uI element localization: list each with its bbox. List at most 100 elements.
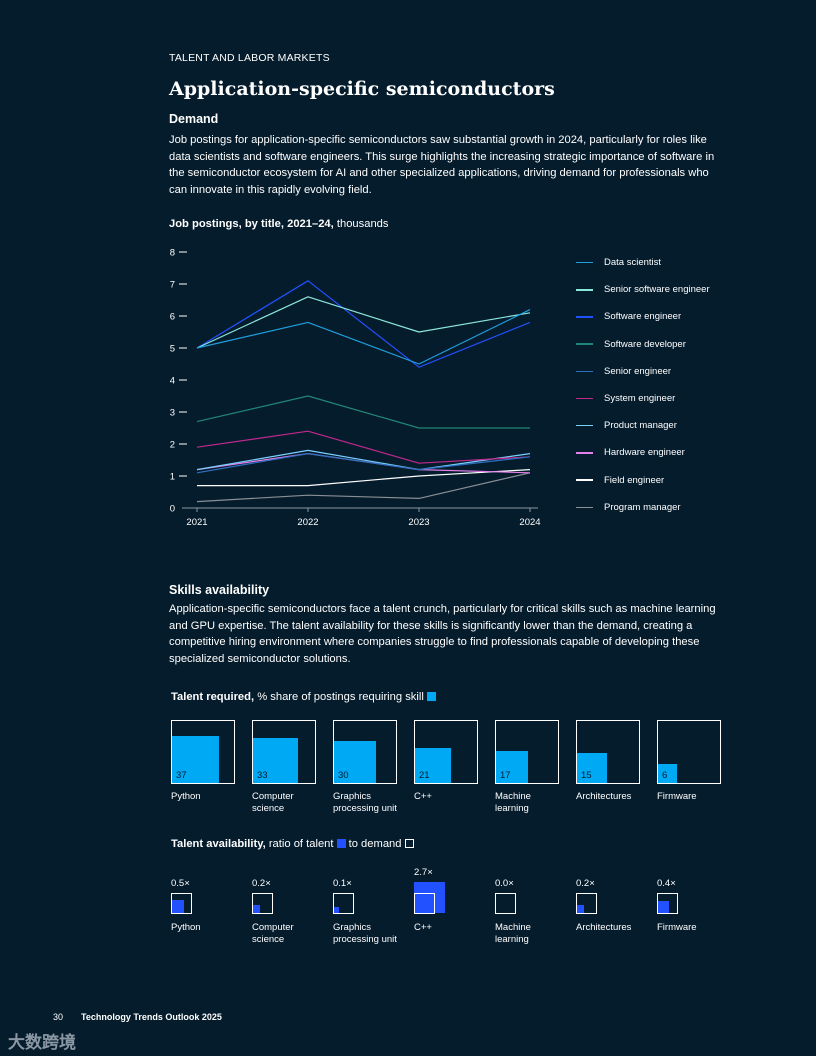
legend-label: Field engineer bbox=[604, 474, 665, 486]
talent-availability-square bbox=[657, 900, 670, 913]
talent-required-bar bbox=[172, 735, 220, 783]
talent-required-label: Graphics processing unit bbox=[333, 791, 397, 814]
legend-swatch bbox=[576, 289, 593, 291]
talent-availability-ratio: 2.7× bbox=[414, 866, 433, 878]
talent-availability-label: Python bbox=[171, 922, 201, 933]
talent-required-label: Firmware bbox=[657, 791, 697, 802]
legend-label: Data scientist bbox=[604, 257, 662, 269]
legend-swatch bbox=[576, 370, 593, 373]
legend-label: Senior engineer bbox=[604, 365, 672, 377]
talent-availability-item-firmware: 0.4× Firmware bbox=[657, 862, 732, 952]
talent-availability-item-computer-science: 0.2× Computer science bbox=[252, 862, 327, 952]
talent-required-item-python: 37 Python bbox=[171, 720, 241, 803]
job-chart-title-unit: thousands bbox=[333, 218, 389, 230]
talent-required-label: Architectures bbox=[576, 791, 632, 802]
x-tick-label: 2023 bbox=[408, 517, 429, 528]
talent-availability-label: Computer science bbox=[252, 922, 294, 945]
demand-legend-square bbox=[404, 839, 414, 848]
talent-availability-title-bold: Talent availability, bbox=[171, 838, 266, 850]
legend-item-field-engineer: Field engineer bbox=[576, 467, 776, 494]
talent-availability-square bbox=[414, 881, 446, 913]
legend-item-software-engineer: Software engineer bbox=[576, 303, 776, 330]
talent-availability-label: Graphics processing unit bbox=[333, 922, 397, 945]
talent-availability-title-end: to demand bbox=[345, 838, 402, 850]
talent-required-value: 17 bbox=[500, 770, 511, 781]
demand-square bbox=[414, 893, 435, 914]
legend-label: Senior software engineer bbox=[604, 284, 710, 296]
job-postings-line-chart: 0 1 2 3 4 5 6 7 8 2021 2022 2023 2024 bbox=[170, 248, 541, 529]
talent-required-value: 30 bbox=[338, 770, 349, 781]
talent-availability-ratio: 0.5× bbox=[171, 878, 190, 889]
job-chart-title-bold: Job postings, by title, 2021–24, bbox=[169, 218, 334, 230]
talent-required-value: 6 bbox=[662, 770, 668, 781]
series-line-product-manager bbox=[196, 449, 531, 471]
x-tick-label: 2024 bbox=[519, 517, 540, 528]
talent-required-label: C++ bbox=[414, 791, 432, 802]
talent-required-box: 30 bbox=[333, 720, 397, 784]
talent-availability-ratio: 0.2× bbox=[252, 878, 271, 889]
talent-availability-title-mid: ratio of talent bbox=[265, 838, 334, 850]
talent-availability-label: Architectures bbox=[576, 922, 632, 933]
y-tick-label: 4 bbox=[170, 376, 175, 387]
demand-square bbox=[576, 893, 597, 914]
chart-axes: 0 1 2 3 4 5 6 7 8 2021 2022 2023 2024 bbox=[170, 248, 541, 529]
chart-legend: Data scientist Senior software engineer So… bbox=[576, 249, 776, 521]
legend-item-program-manager: Program manager bbox=[576, 494, 776, 521]
legend-label: Software developer bbox=[604, 338, 686, 350]
legend-swatch bbox=[576, 343, 593, 345]
chart-series-group bbox=[196, 280, 531, 503]
talent-availability-item-architectures: 0.2× Architectures bbox=[576, 862, 651, 952]
legend-item-system-engineer: System engineer bbox=[576, 385, 776, 412]
series-line-data-scientist bbox=[196, 309, 531, 365]
talent-required-label: Python bbox=[171, 791, 201, 802]
series-line-software-engineer bbox=[196, 280, 531, 368]
talent-availability-ratio: 0.1× bbox=[333, 878, 352, 889]
talent-availability-label: Machine learning bbox=[495, 922, 531, 945]
talent-availability-ratio: 0.4× bbox=[657, 878, 676, 889]
legend-swatch bbox=[576, 452, 593, 454]
talent-availability-item-graphics-processing-unit: 0.1× Graphics processing unit bbox=[333, 862, 408, 952]
talent-availability-item-machine-learning: 0.0× Machine learning bbox=[495, 862, 570, 952]
demand-square bbox=[252, 893, 273, 914]
demand-square bbox=[495, 893, 516, 914]
watermark-logo: 大数跨境 bbox=[8, 1033, 76, 1052]
legend-swatch bbox=[576, 506, 593, 509]
talent-required-item-firmware: 6 Firmware bbox=[657, 720, 727, 803]
legend-label: Hardware engineer bbox=[604, 447, 685, 459]
x-tick-label: 2021 bbox=[186, 517, 207, 528]
publication-title: Technology Trends Outlook 2025 bbox=[81, 1012, 222, 1022]
legend-swatch bbox=[576, 424, 593, 427]
talent-required-bar bbox=[253, 738, 298, 783]
demand-square bbox=[333, 893, 354, 914]
talent-required-bar bbox=[496, 751, 528, 783]
talent-required-title-unit: % share of postings requiring skill bbox=[254, 691, 424, 703]
series-line-system-engineer bbox=[196, 430, 531, 464]
talent-legend-square bbox=[336, 839, 346, 848]
series-line-software-developer bbox=[196, 395, 530, 429]
y-tick-label: 8 bbox=[170, 248, 175, 259]
legend-item-hardware-engineer: Hardware engineer bbox=[576, 439, 776, 466]
legend-swatch bbox=[576, 397, 593, 400]
talent-required-bar bbox=[658, 764, 677, 783]
legend-label: System engineer bbox=[604, 393, 676, 405]
legend-item-software-developer: Software developer bbox=[576, 331, 776, 358]
y-tick-label: 0 bbox=[170, 504, 175, 515]
talent-required-title: Talent required, % share of postings req… bbox=[171, 691, 436, 703]
y-tick-label: 3 bbox=[170, 408, 175, 419]
legend-label: Program manager bbox=[604, 501, 681, 513]
talent-required-box: 21 bbox=[414, 720, 478, 784]
y-tick-label: 7 bbox=[170, 280, 175, 291]
series-line-program-manager bbox=[196, 472, 531, 503]
talent-availability-square bbox=[333, 906, 339, 913]
talent-required-item-machine-learning: 17 Machine learning bbox=[495, 720, 565, 814]
talent-required-item-computer-science: 33 Computer science bbox=[252, 720, 322, 814]
talent-availability-square bbox=[171, 899, 185, 913]
section-label: TALENT AND LABOR MARKETS bbox=[169, 52, 330, 64]
talent-required-box: 37 bbox=[171, 720, 235, 784]
talent-availability-chart: 0.5× Python 0.2× Computer science 0.1× Graphic… bbox=[171, 862, 731, 952]
talent-availability-ratio: 0.2× bbox=[576, 878, 595, 889]
talent-required-bar bbox=[415, 747, 451, 783]
talent-availability-item-python: 0.5× Python bbox=[171, 862, 246, 952]
talent-required-item-architectures: 15 Architectures bbox=[576, 720, 646, 803]
talent-availability-item-c: 2.7× C++ bbox=[414, 862, 489, 952]
